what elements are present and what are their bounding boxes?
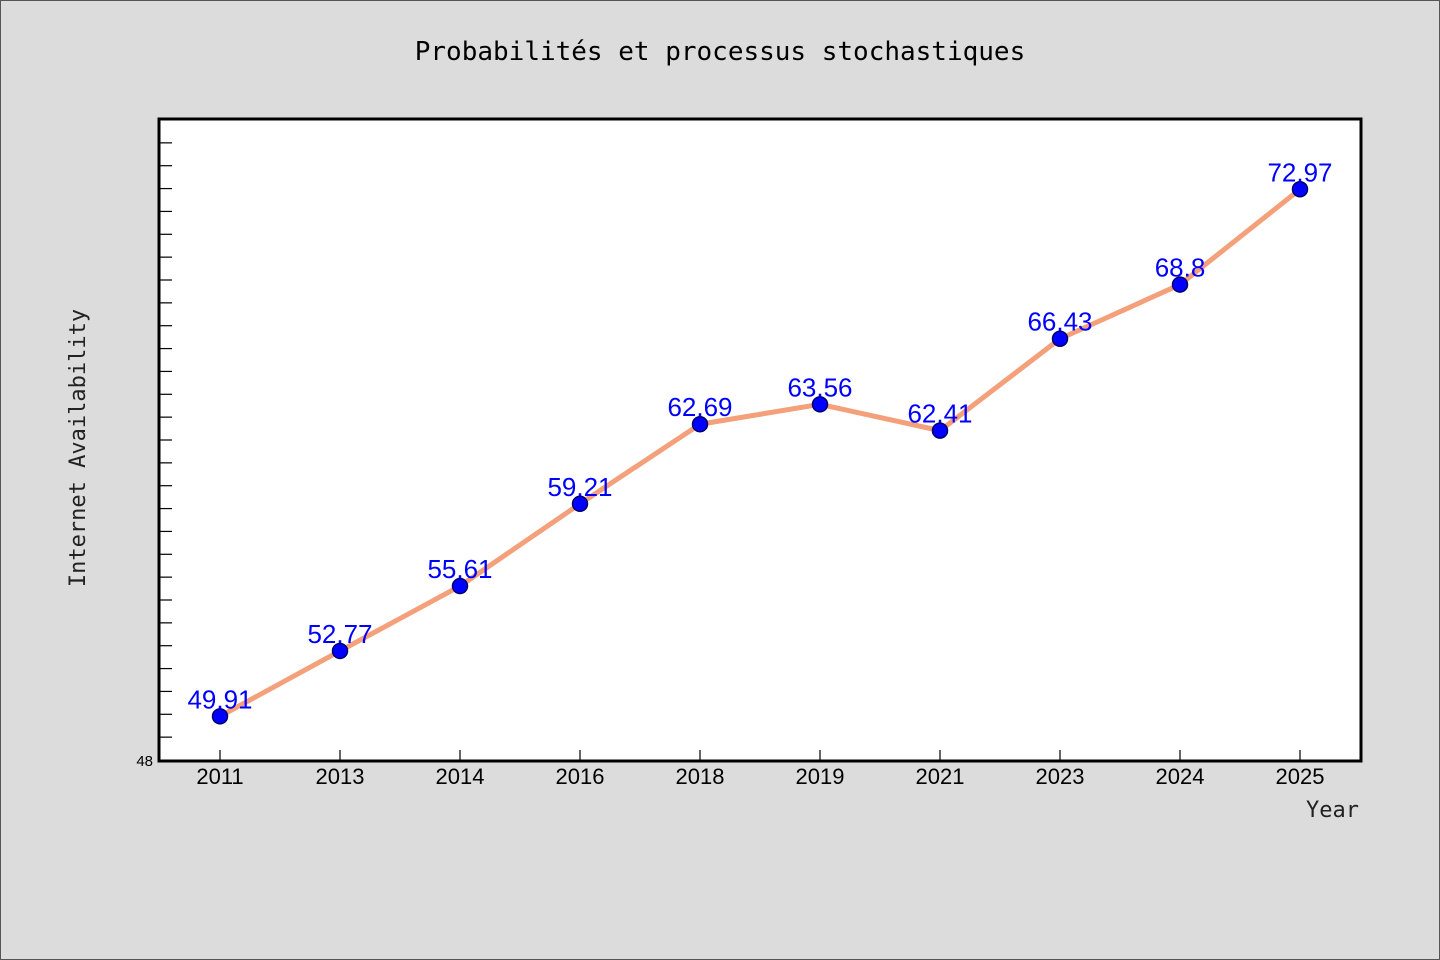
x-tick-label: 2021 (916, 764, 965, 789)
data-label: 52.77 (307, 619, 372, 649)
data-point (331, 642, 349, 660)
x-tick-label: 2024 (1156, 764, 1205, 789)
y-axis-minor-ticks (160, 142, 172, 738)
data-label: 49.91 (187, 684, 252, 714)
x-tick-label: 2019 (796, 764, 845, 789)
data-point (571, 495, 589, 513)
data-label: 62.69 (667, 392, 732, 422)
series-line (217, 186, 1303, 719)
data-label: 68.8 (1155, 253, 1206, 283)
data-label: 66.43 (1027, 307, 1092, 337)
y-axis-min-label: 48 (136, 753, 153, 770)
x-axis: 2011 2013 2014 2016 2018 2019 2021 2023 2024 2025 (196, 750, 1324, 789)
data-label: 59.21 (547, 472, 612, 502)
data-point (1291, 181, 1309, 198)
x-tick-label: 2013 (316, 764, 365, 789)
data-point (451, 577, 469, 595)
x-tick-label: 2011 (196, 764, 243, 789)
data-point (811, 396, 829, 413)
x-axis-label: Year (1306, 798, 1359, 823)
data-point (931, 422, 949, 439)
chart-title: Probabilités et processus stochastiques (415, 37, 1025, 67)
data-point (1051, 330, 1069, 347)
y-axis-label: Internet Availability (66, 309, 91, 587)
plot-area (157, 117, 1363, 763)
data-point (211, 708, 229, 725)
data-label: 62.41 (907, 399, 972, 429)
data-label: 72.97 (1267, 157, 1332, 187)
data-point (1171, 276, 1189, 293)
data-label: 63.56 (787, 372, 852, 402)
x-tick-label: 2016 (556, 764, 605, 789)
x-tick-label: 2025 (1276, 764, 1325, 789)
x-tick-label: 2018 (676, 764, 725, 789)
x-tick-label: 2014 (436, 764, 485, 789)
data-label: 55.61 (427, 554, 492, 584)
data-point (691, 415, 709, 433)
x-tick-label: 2023 (1036, 764, 1085, 789)
series-internet-availability: 49.91 52.77 55.61 59.21 62.69 63.56 62.41 66.43… (187, 157, 1333, 725)
